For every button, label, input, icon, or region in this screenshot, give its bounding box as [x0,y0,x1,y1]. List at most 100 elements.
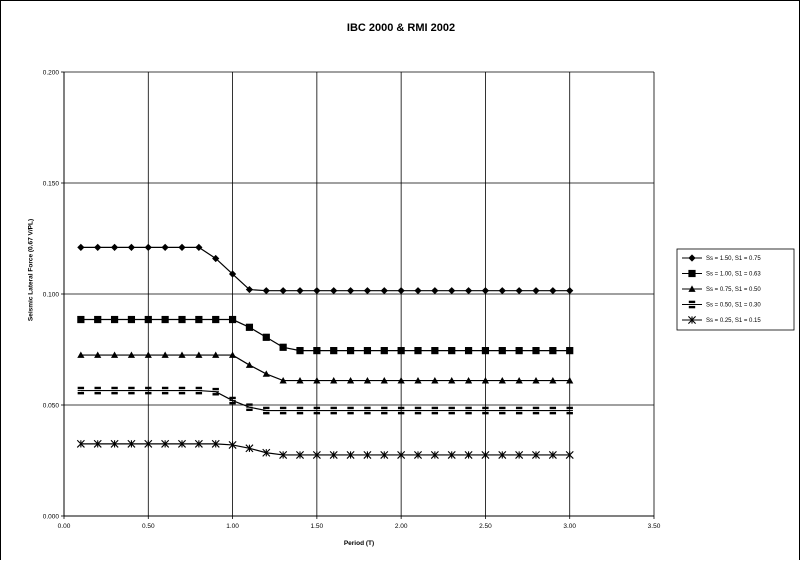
data-point [481,450,490,459]
data-point [77,351,85,358]
x-tick-label: 2.00 [395,523,408,530]
data-point [566,376,574,384]
data-point [481,347,490,355]
data-point [549,347,557,355]
data-point [397,287,405,295]
data-point [111,386,118,395]
data-point [144,315,152,324]
x-tick-label: 2.50 [479,523,492,530]
series-2 [77,315,574,355]
data-point [532,376,540,384]
data-point [144,243,152,251]
legend-marker [688,254,696,262]
data-point [279,343,287,351]
data-point [178,386,186,395]
data-point [195,386,203,395]
data-point [262,448,271,457]
data-point [127,439,136,448]
data-point [532,406,540,415]
data-point [347,406,354,415]
data-point [296,406,304,415]
data-point [346,347,355,355]
data-point [228,440,237,449]
data-point [414,450,422,459]
data-point [262,333,270,341]
data-point [397,450,406,459]
data-point [144,351,152,358]
data-point [279,287,287,295]
data-point [262,370,270,377]
data-point [380,450,389,459]
x-tick-label: 0.00 [58,523,71,530]
data-point [465,406,472,415]
x-tick-label: 3.50 [648,523,661,530]
data-point [464,347,473,355]
series-line [80,318,570,352]
series-5 [76,439,574,459]
series-line [80,443,570,456]
data-point [313,287,321,295]
y-tick-label: 0.000 [43,514,60,521]
x-tick-label: 0.50 [142,523,155,530]
data-point [296,376,304,384]
series-1 [77,243,574,295]
data-point [94,386,101,395]
data-point [431,347,439,355]
data-point [414,406,422,415]
data-point [228,315,237,324]
data-point [312,450,321,459]
data-point [195,243,203,251]
data-point [566,406,573,415]
data-point [279,406,287,415]
data-point [313,347,321,355]
data-point [380,287,388,295]
data-point [448,287,456,295]
data-point [195,315,203,324]
data-point [548,450,557,459]
data-point [330,406,337,415]
data-point [178,315,186,324]
legend-marker [688,269,696,278]
legend-marker [688,285,696,292]
legend-entry: Ss = 0.50, S1 = 0.30 [682,300,761,309]
data-point [532,347,540,355]
data-point [279,450,288,459]
series-line [80,354,570,382]
data-point [229,396,236,405]
series-line [80,246,570,292]
data-point [565,450,574,459]
legend-marker [688,300,696,309]
data-point [110,243,119,251]
data-point [482,406,489,415]
data-point [110,351,119,358]
y-tick-label: 0.200 [43,70,60,77]
data-point [127,351,136,358]
data-point [178,351,186,358]
data-point [77,315,85,324]
data-point [77,386,85,395]
data-point [498,347,506,355]
chart-title: IBC 2000 & RMI 2002 [346,22,456,34]
x-tick-label: 3.00 [563,523,576,530]
data-point [94,243,102,251]
data-point [110,439,119,448]
data-point [178,439,186,448]
data-point [499,406,506,415]
legend-entry: Ss = 0.25, S1 = 0.15 [682,316,761,324]
data-point [178,243,186,251]
data-point [330,287,338,295]
legend-label: Ss = 1.50, S1 = 0.75 [706,256,761,262]
data-point [397,376,405,384]
data-point [127,243,136,251]
data-point [431,406,439,415]
data-point [363,347,372,355]
data-point [363,287,372,295]
data-point [245,285,254,294]
data-point [414,287,422,295]
data-point [549,287,557,295]
data-point [363,376,372,384]
legend-label: Ss = 0.75, S1 = 0.50 [706,287,761,293]
data-point [448,347,456,355]
data-point [549,376,557,384]
